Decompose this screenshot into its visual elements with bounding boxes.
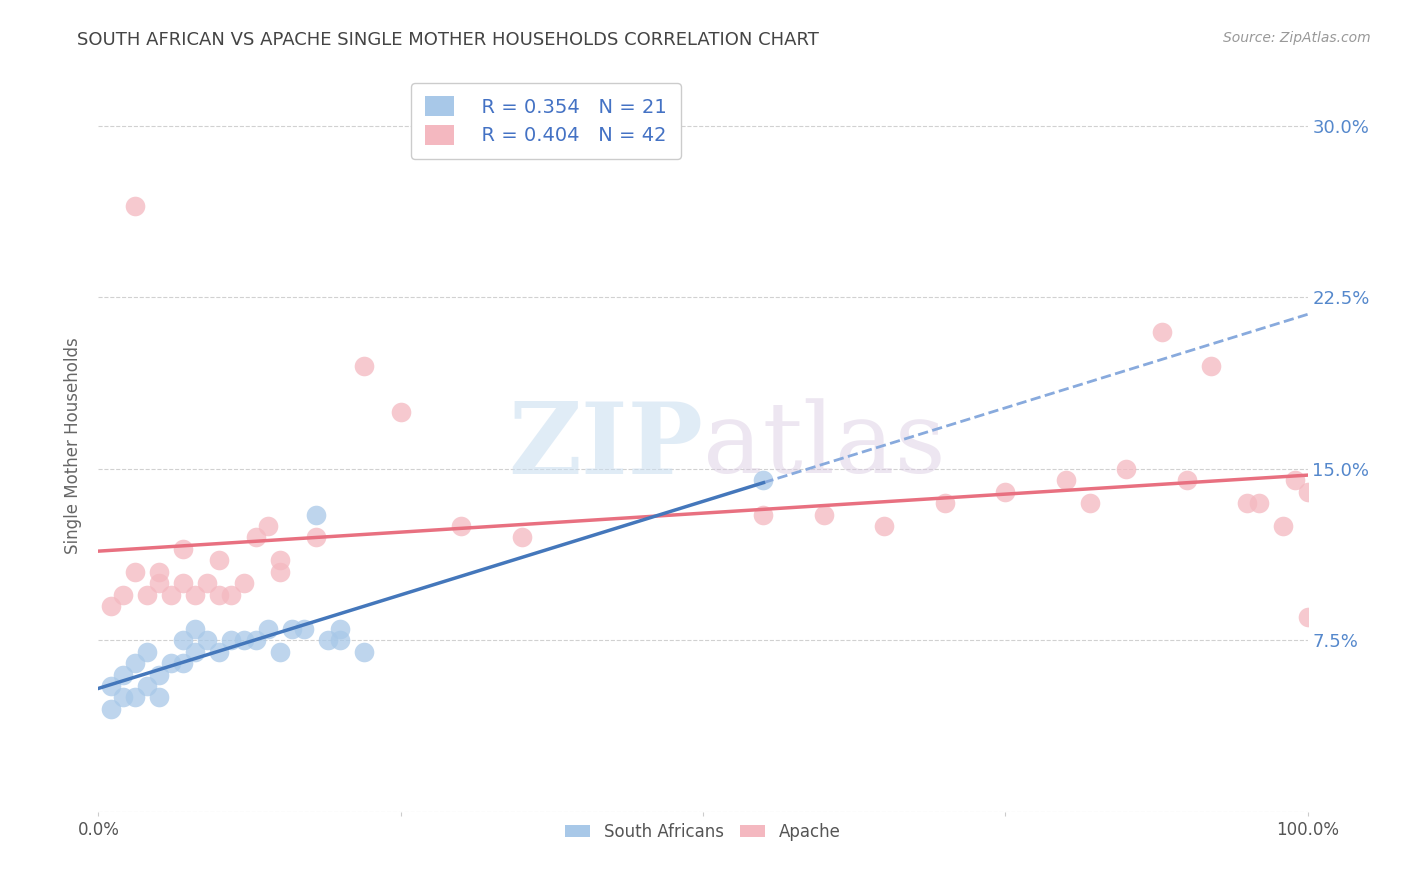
Point — [232, 633, 254, 648]
Point — [160, 588, 183, 602]
Point — [329, 622, 352, 636]
Point — [208, 645, 231, 659]
Point — [353, 645, 375, 659]
Point — [135, 679, 157, 693]
Point — [124, 690, 146, 705]
Point — [100, 679, 122, 693]
Point — [1236, 496, 1258, 510]
Point — [148, 565, 170, 579]
Point — [160, 656, 183, 670]
Text: Source: ZipAtlas.com: Source: ZipAtlas.com — [1223, 31, 1371, 45]
Point — [135, 645, 157, 659]
Point — [994, 484, 1017, 499]
Point — [232, 576, 254, 591]
Point — [1272, 519, 1295, 533]
Point — [510, 530, 533, 544]
Point — [281, 622, 304, 636]
Point — [135, 588, 157, 602]
Point — [305, 530, 328, 544]
Point — [124, 656, 146, 670]
Point — [184, 588, 207, 602]
Point — [1296, 610, 1319, 624]
Point — [111, 667, 134, 681]
Point — [1296, 484, 1319, 499]
Text: SOUTH AFRICAN VS APACHE SINGLE MOTHER HOUSEHOLDS CORRELATION CHART: SOUTH AFRICAN VS APACHE SINGLE MOTHER HO… — [77, 31, 820, 49]
Point — [269, 565, 291, 579]
Point — [111, 690, 134, 705]
Text: atlas: atlas — [703, 398, 946, 494]
Point — [316, 633, 339, 648]
Point — [256, 622, 278, 636]
Point — [124, 199, 146, 213]
Point — [752, 473, 775, 487]
Point — [221, 588, 243, 602]
Point — [148, 690, 170, 705]
Point — [389, 405, 412, 419]
Point — [269, 645, 291, 659]
Text: ZIP: ZIP — [508, 398, 703, 494]
Point — [1284, 473, 1306, 487]
Point — [172, 656, 194, 670]
Point — [1249, 496, 1271, 510]
Point — [450, 519, 472, 533]
Point — [256, 519, 278, 533]
Point — [245, 633, 267, 648]
Point — [752, 508, 775, 522]
Point — [329, 633, 352, 648]
Point — [208, 553, 231, 567]
Point — [100, 599, 122, 613]
Point — [148, 576, 170, 591]
Point — [100, 702, 122, 716]
Point — [1054, 473, 1077, 487]
Point — [1152, 325, 1174, 339]
Point — [221, 633, 243, 648]
Point — [1199, 359, 1222, 373]
Point — [305, 508, 328, 522]
Point — [184, 622, 207, 636]
Point — [172, 576, 194, 591]
Point — [934, 496, 956, 510]
Point — [195, 633, 218, 648]
Point — [124, 565, 146, 579]
Point — [873, 519, 896, 533]
Point — [1175, 473, 1198, 487]
Point — [172, 541, 194, 556]
Point — [208, 588, 231, 602]
Point — [172, 633, 194, 648]
Point — [269, 553, 291, 567]
Point — [148, 667, 170, 681]
Point — [111, 588, 134, 602]
Point — [813, 508, 835, 522]
Point — [353, 359, 375, 373]
Y-axis label: Single Mother Households: Single Mother Households — [65, 338, 83, 554]
Point — [184, 645, 207, 659]
Point — [1078, 496, 1101, 510]
Legend: South Africans, Apache: South Africans, Apache — [558, 816, 848, 847]
Point — [195, 576, 218, 591]
Point — [245, 530, 267, 544]
Point — [292, 622, 315, 636]
Point — [1115, 462, 1137, 476]
